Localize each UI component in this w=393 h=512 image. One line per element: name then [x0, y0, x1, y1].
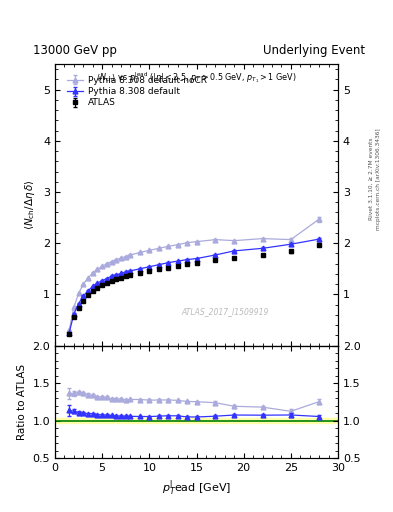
Legend: Pythia 8.308 default-noCR, Pythia 8.308 default, ATLAS: Pythia 8.308 default-noCR, Pythia 8.308 …: [65, 74, 209, 109]
Text: 13000 GeV pp: 13000 GeV pp: [33, 45, 117, 57]
Text: Underlying Event: Underlying Event: [263, 45, 365, 57]
Text: ATLAS_2017_I1509919: ATLAS_2017_I1509919: [181, 307, 268, 316]
X-axis label: $p_T^\mathrm{l}$ead [GeV]: $p_T^\mathrm{l}$ead [GeV]: [162, 479, 231, 498]
Text: $\langle N_\mathrm{ch}\rangle$ vs $p_T^\mathrm{lead}$ ($|\eta| < 2.5,\, p_T > 0.: $\langle N_\mathrm{ch}\rangle$ vs $p_T^\…: [96, 70, 297, 84]
Text: mcplots.cern.ch [arXiv:1306.3436]: mcplots.cern.ch [arXiv:1306.3436]: [376, 129, 380, 230]
Text: Rivet 3.1.10, ≥ 2.7M events: Rivet 3.1.10, ≥ 2.7M events: [369, 138, 374, 221]
Y-axis label: $\langle N_\mathrm{ch} / \Delta\eta\,\delta\rangle$: $\langle N_\mathrm{ch} / \Delta\eta\,\de…: [24, 179, 37, 230]
Y-axis label: Ratio to ATLAS: Ratio to ATLAS: [17, 364, 27, 440]
Bar: [55, 418, 338, 423]
